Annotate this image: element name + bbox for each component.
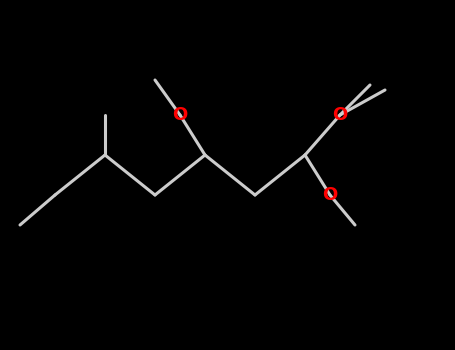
Text: O: O	[172, 106, 187, 124]
Text: O: O	[332, 106, 348, 124]
Text: O: O	[323, 186, 338, 204]
